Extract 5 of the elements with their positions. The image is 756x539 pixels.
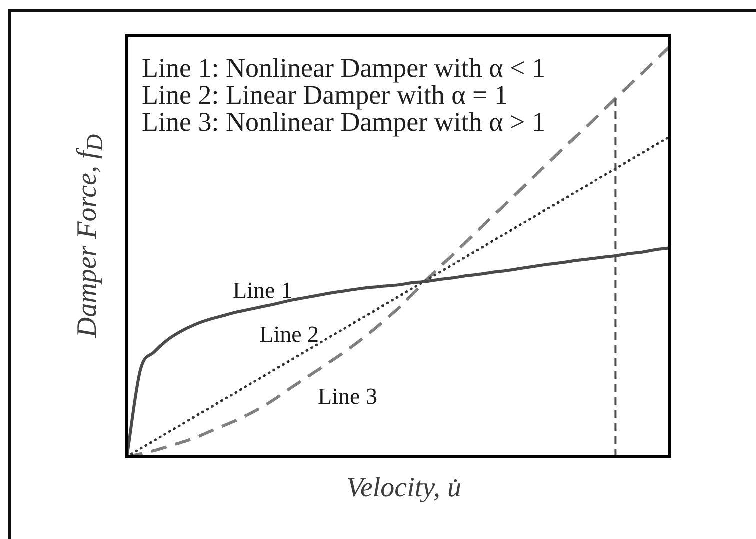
series-label: Line 2 bbox=[260, 322, 320, 347]
annotation: Line 1: Nonlinear Damper with α < 1 bbox=[142, 53, 546, 83]
x-axis-title: Velocity, u̇ bbox=[346, 472, 462, 504]
series-label: Line 3 bbox=[318, 384, 378, 409]
series-label: Line 1 bbox=[233, 278, 292, 303]
